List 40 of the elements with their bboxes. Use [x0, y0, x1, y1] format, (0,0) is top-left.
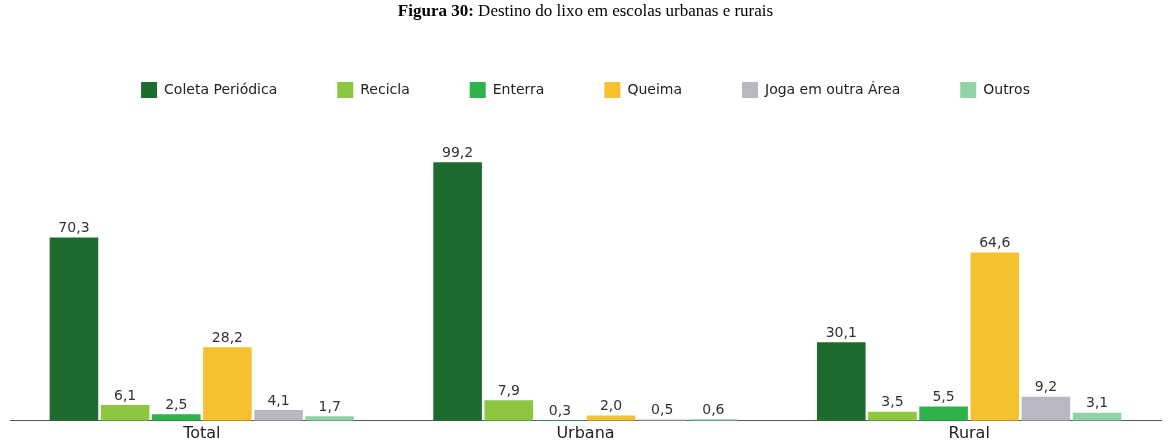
legend-label: Outros: [983, 80, 1030, 97]
data-label: 6,1: [113, 386, 137, 403]
chart-title: Figura 30: Destino do lixo em escolas urbanas e rurais: [396, 0, 775, 22]
data-label: 0,5: [651, 401, 674, 418]
data-label: 64,6: [979, 234, 1011, 251]
data-label: 3,5: [881, 393, 904, 410]
bar: [1021, 396, 1071, 421]
data-label: 2,0: [599, 397, 623, 414]
data-label: 2,5: [165, 395, 188, 412]
bar: [305, 416, 355, 421]
data-label: 1,7: [318, 398, 341, 415]
legend-label: Recicla: [360, 80, 410, 97]
data-label: 7,9: [497, 381, 520, 398]
x-tick-label: Urbana: [556, 422, 615, 442]
legend-label: Coleta Periódica: [164, 80, 278, 97]
bar: [151, 414, 201, 421]
bar: [919, 406, 968, 421]
bar: [970, 252, 1020, 421]
data-label: 9,2: [1034, 378, 1058, 395]
data-label: 5,5: [932, 388, 955, 405]
bar: [433, 162, 482, 421]
data-label: 70,3: [58, 219, 90, 236]
bar: [484, 400, 534, 421]
legend-label: Enterra: [492, 80, 545, 97]
data-label: 4,1: [267, 391, 290, 408]
bar: [203, 347, 252, 421]
legend-label: Joga em outra Área: [764, 80, 901, 97]
data-label: 0,3: [548, 401, 572, 418]
bar: [100, 404, 150, 421]
bar: [49, 237, 99, 421]
data-label: 3,1: [1085, 394, 1109, 411]
bar: [254, 410, 303, 421]
data-label: 0,6: [702, 400, 725, 417]
legend-label: Queima: [627, 80, 683, 97]
bar: [816, 342, 866, 421]
data-label: 28,2: [211, 328, 243, 345]
data-label: 30,1: [825, 323, 857, 340]
data-label: 99,2: [442, 143, 474, 160]
x-tick-label: Rural: [948, 422, 990, 442]
x-tick-label: Total: [182, 422, 221, 442]
